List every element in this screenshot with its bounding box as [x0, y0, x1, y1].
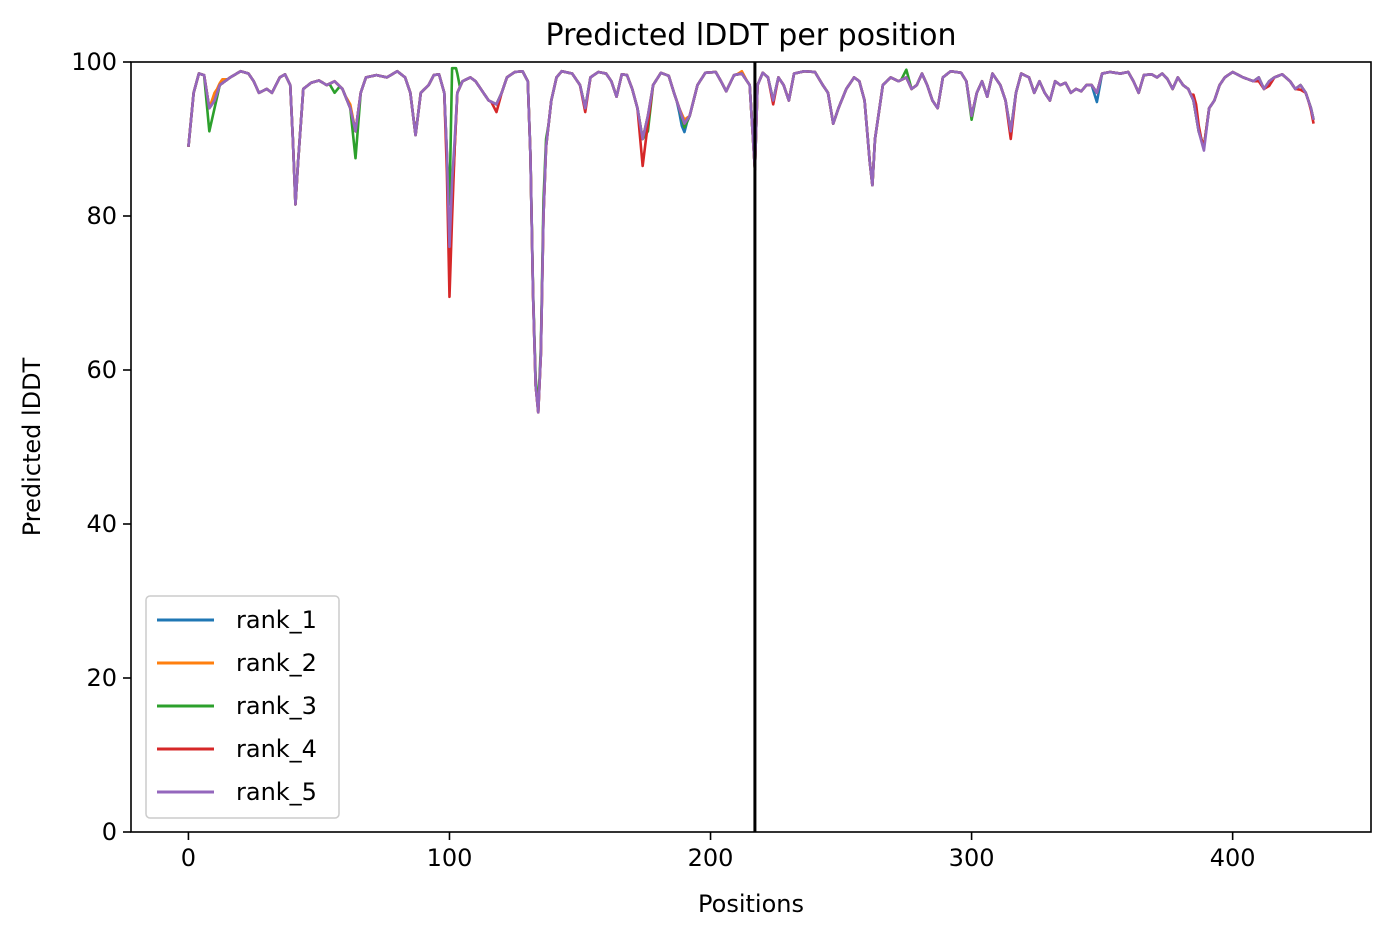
x-axis-label: Positions [698, 890, 804, 918]
legend-box [145, 595, 340, 819]
y-tick-label: 40 [86, 510, 117, 538]
x-tick-label: 400 [1210, 844, 1256, 872]
x-tick-label: 0 [181, 844, 196, 872]
y-tick-label: 60 [86, 356, 117, 384]
legend-label-rank-1: rank_1 [236, 606, 317, 634]
y-tick-label: 100 [71, 48, 117, 76]
legend-label-rank-3: rank_3 [236, 692, 317, 720]
legend-label-rank-2: rank_2 [236, 649, 317, 677]
y-axis-ticks: 0 20 40 60 80 100 [71, 48, 131, 846]
x-tick-label: 100 [427, 844, 473, 872]
legend-label-rank-5: rank_5 [236, 778, 317, 806]
y-tick-label: 0 [102, 818, 117, 846]
y-tick-label: 20 [86, 664, 117, 692]
y-axis-label: Predicted lDDT [18, 357, 46, 536]
series-line-rank-5 [187, 69, 1315, 414]
legend-label-rank-4: rank_4 [236, 735, 317, 763]
series-layer [187, 66, 1315, 414]
x-tick-label: 300 [949, 844, 995, 872]
y-tick-label: 80 [86, 202, 117, 230]
plot-frame [130, 61, 1372, 833]
legend: rank_1 rank_2 rank_3 rank_4 rank_5 [145, 595, 340, 819]
x-axis-ticks: 0 100 200 300 400 [181, 832, 1256, 872]
chart-title: Predicted lDDT per position [546, 18, 957, 53]
x-tick-label: 200 [688, 844, 734, 872]
